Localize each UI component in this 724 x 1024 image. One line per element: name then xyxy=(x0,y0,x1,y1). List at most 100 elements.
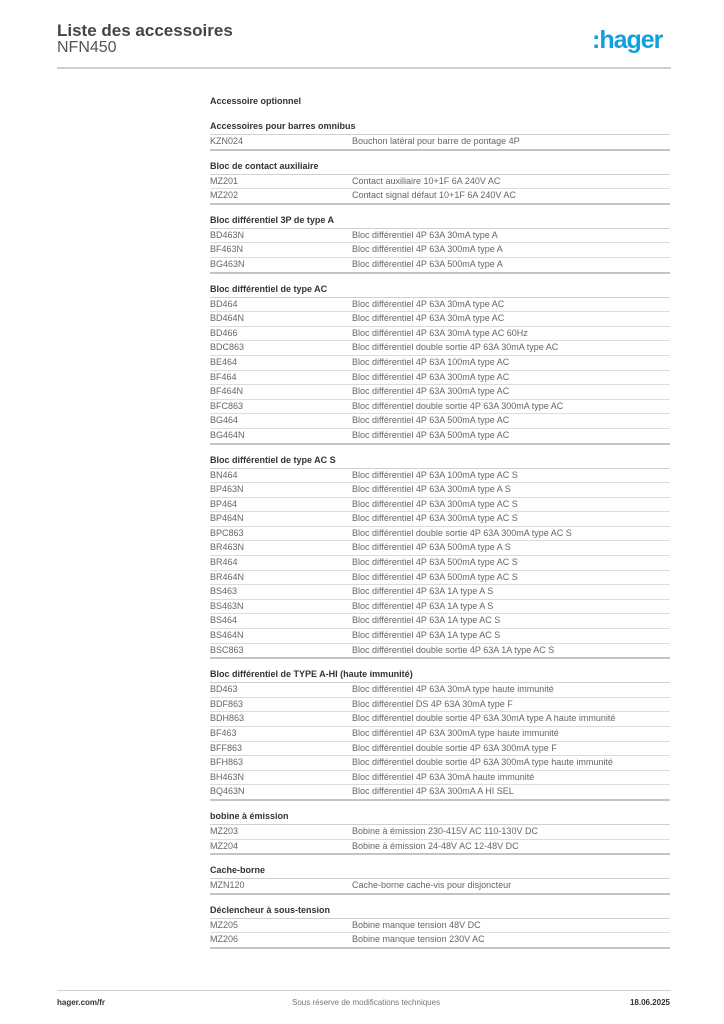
table-row: BF463N Bloc différentiel 4P 63A 300mA typ… xyxy=(210,243,670,258)
article-description: Bloc différentiel 4P 63A 1A type A S xyxy=(352,586,494,597)
article-description: Bloc différentiel 4P 63A 30mA type haute… xyxy=(352,684,554,695)
article-description: Bloc différentiel 4P 63A 1A type AC S xyxy=(352,615,501,626)
table-row: BD463 Bloc différentiel 4P 63A 30mA type … xyxy=(210,683,670,698)
article-reference: MZN120 xyxy=(210,880,245,891)
article-description: Bloc différentiel 4P 63A 500mA type AC xyxy=(352,429,510,440)
article-reference: BD463 xyxy=(210,684,238,695)
table-row: BSC863 Bloc différentiel double sortie 4P… xyxy=(210,644,670,660)
table-row: BFF863 Bloc différentiel double sortie 4P… xyxy=(210,742,670,757)
article-description: Bloc différentiel 4P 63A 300mA type AC S xyxy=(352,498,518,509)
article-reference: MZ203 xyxy=(210,825,239,836)
table-row: MZ202 Contact signal défaut 10+1F 6A 240V… xyxy=(210,189,670,205)
article-reference: BP464 xyxy=(210,498,238,509)
article-reference: BP464N xyxy=(210,513,244,524)
article-reference: BD464 xyxy=(210,298,238,309)
article-reference: BDF863 xyxy=(210,698,244,709)
group-heading: Bloc différentiel de type AC xyxy=(210,283,670,298)
table-row: BS463 Bloc différentiel 4P 63A 1A type A … xyxy=(210,585,670,600)
article-reference: BG463N xyxy=(210,258,245,269)
accessory-group: Bloc différentiel de TYPE A-HI (haute im… xyxy=(210,668,670,801)
accessory-group: Bloc différentiel de type AC S BN464 Bloc … xyxy=(210,454,670,660)
group-heading: bobine à émission xyxy=(210,810,670,825)
table-row: BF464 Bloc différentiel 4P 63A 300mA type… xyxy=(210,371,670,386)
article-reference: BR464 xyxy=(210,557,238,568)
article-description: Bloc différentiel 4P 63A 30mA type AC xyxy=(352,313,505,324)
article-description: Bloc différentiel 4P 63A 300mA type AC xyxy=(352,371,510,382)
table-row: BDC863 Bloc différentiel double sortie 4P… xyxy=(210,341,670,356)
hager-logo: :hager xyxy=(592,26,663,54)
article-reference: BQ463N xyxy=(210,786,245,797)
table-row: MZN120 Cache-borne cache-vis pour disjonc… xyxy=(210,879,670,895)
header-divider xyxy=(57,67,671,69)
table-row: BDH863 Bloc différentiel double sortie 4P… xyxy=(210,712,670,727)
table-row: BF464N Bloc différentiel 4P 63A 300mA typ… xyxy=(210,385,670,400)
optional-accessory-heading: Accessoire optionnel xyxy=(210,96,302,106)
article-description: Bobine manque tension 48V DC xyxy=(352,919,481,930)
article-reference: BDC863 xyxy=(210,342,245,353)
table-row: BR464 Bloc différentiel 4P 63A 500mA type… xyxy=(210,556,670,571)
article-description: Bobine manque tension 230V AC xyxy=(352,934,485,945)
article-description: Bloc différentiel 4P 63A 500mA type AC S xyxy=(352,557,518,568)
table-row: BQ463N Bloc différentiel 4P 63A 300mA A H… xyxy=(210,785,670,801)
article-reference: MZ204 xyxy=(210,840,239,851)
article-description: Bloc différentiel 4P 63A 300mA type AC xyxy=(352,386,510,397)
accessory-group: Déclencheur à sous-tension MZ205 Bobine ma… xyxy=(210,904,670,949)
article-reference: BS463N xyxy=(210,600,244,611)
article-description: Bloc différentiel 4P 63A 300mA type A S xyxy=(352,484,511,495)
article-description: Bloc différentiel 4P 63A 30mA type A xyxy=(352,229,498,240)
article-description: Cache-borne cache-vis pour disjoncteur xyxy=(352,880,512,891)
accessories-list: Accessoire optionnel Accessoires pour ba… xyxy=(210,95,670,958)
article-reference: MZ202 xyxy=(210,190,239,201)
article-description: Contact signal défaut 10+1F 6A 240V AC xyxy=(352,190,516,201)
table-row: BFC863 Bloc différentiel double sortie 4P… xyxy=(210,400,670,415)
article-reference: BF464N xyxy=(210,386,244,397)
table-row: BP464N Bloc différentiel 4P 63A 300mA typ… xyxy=(210,512,670,527)
article-reference: BFF863 xyxy=(210,742,243,753)
table-row: MZ203 Bobine à émission 230-415V AC 110-1… xyxy=(210,825,670,840)
group-heading: Bloc de contact auxiliaire xyxy=(210,160,670,175)
article-description: Contact auxiliaire 10+1F 6A 240V AC xyxy=(352,175,501,186)
article-description: Bloc différentiel 4P 63A 500mA type AC xyxy=(352,415,510,426)
article-description: Bloc différentiel double sortie 4P 63A 3… xyxy=(352,342,559,353)
table-row: BS463N Bloc différentiel 4P 63A 1A type A… xyxy=(210,600,670,615)
article-description: Bloc différentiel 4P 63A 30mA type AC xyxy=(352,298,505,309)
article-reference: BG464 xyxy=(210,415,239,426)
table-row: BS464N Bloc différentiel 4P 63A 1A type A… xyxy=(210,629,670,644)
table-row: BD463N Bloc différentiel 4P 63A 30mA type… xyxy=(210,229,670,244)
accessory-groups: Accessoires pour barres omnibus KZN024 Bou… xyxy=(210,120,670,949)
article-description: Bloc différentiel 4P 63A 300mA type haut… xyxy=(352,728,559,738)
table-row: BS464 Bloc différentiel 4P 63A 1A type AC… xyxy=(210,614,670,630)
table-row: BP464 Bloc différentiel 4P 63A 300mA type… xyxy=(210,498,670,513)
article-reference: MZ205 xyxy=(210,919,239,930)
footer-disclaimer: Sous réserve de modifications techniques xyxy=(292,998,441,1007)
article-reference: BD464N xyxy=(210,313,245,324)
article-description: Bloc différentiel double sortie 4P 63A 3… xyxy=(352,527,572,538)
product-reference: NFN450 xyxy=(57,39,117,56)
article-reference: BPC863 xyxy=(210,527,244,538)
accessory-group: Accessoires pour barres omnibus KZN024 Bou… xyxy=(210,120,670,151)
group-heading: Bloc différentiel 3P de type A xyxy=(210,214,670,229)
article-reference: BR464N xyxy=(210,571,245,582)
article-description: Bloc différentiel 4P 63A 300mA type A xyxy=(352,244,503,255)
table-row: BE464 Bloc différentiel 4P 63A 100mA type… xyxy=(210,356,670,371)
article-description: Bloc différentiel 4P 63A 500mA type A S xyxy=(352,542,511,553)
article-reference: BN464 xyxy=(210,469,238,480)
article-description: Bouchon latéral pour barre de pontage 4P xyxy=(352,136,520,146)
table-row: MZ206 Bobine manque tension 230V AC xyxy=(210,933,670,949)
table-row: BD464N Bloc différentiel 4P 63A 30mA type… xyxy=(210,312,670,327)
table-row: BFH863 Bloc différentiel double sortie 4P… xyxy=(210,756,670,771)
article-description: Bloc différentiel 4P 63A 300mA A HI SEL xyxy=(352,786,514,797)
article-reference: BD463N xyxy=(210,229,245,240)
footer-date: 18.06.2025 xyxy=(629,998,670,1007)
article-description: Bloc différentiel DS 4P 63A 30mA type F xyxy=(352,698,513,709)
article-reference: MZ206 xyxy=(210,934,239,945)
footer-website-link[interactable]: hager.com/fr xyxy=(57,998,106,1007)
article-description: Bloc différentiel double sortie 4P 63A 3… xyxy=(352,400,564,411)
article-reference: KZN024 xyxy=(210,136,244,146)
accessory-group: Cache-borne MZN120 Cache-borne cache-vis p… xyxy=(210,864,670,895)
table-row: KZN024 Bouchon latéral pour barre de pont… xyxy=(210,135,670,151)
accessory-group: bobine à émission MZ203 Bobine à émission … xyxy=(210,810,670,856)
article-description: Bloc différentiel 4P 63A 300mA type AC S xyxy=(352,513,518,524)
group-heading: Bloc différentiel de type AC S xyxy=(210,454,670,469)
page-title: Liste des accessoires xyxy=(57,21,233,40)
